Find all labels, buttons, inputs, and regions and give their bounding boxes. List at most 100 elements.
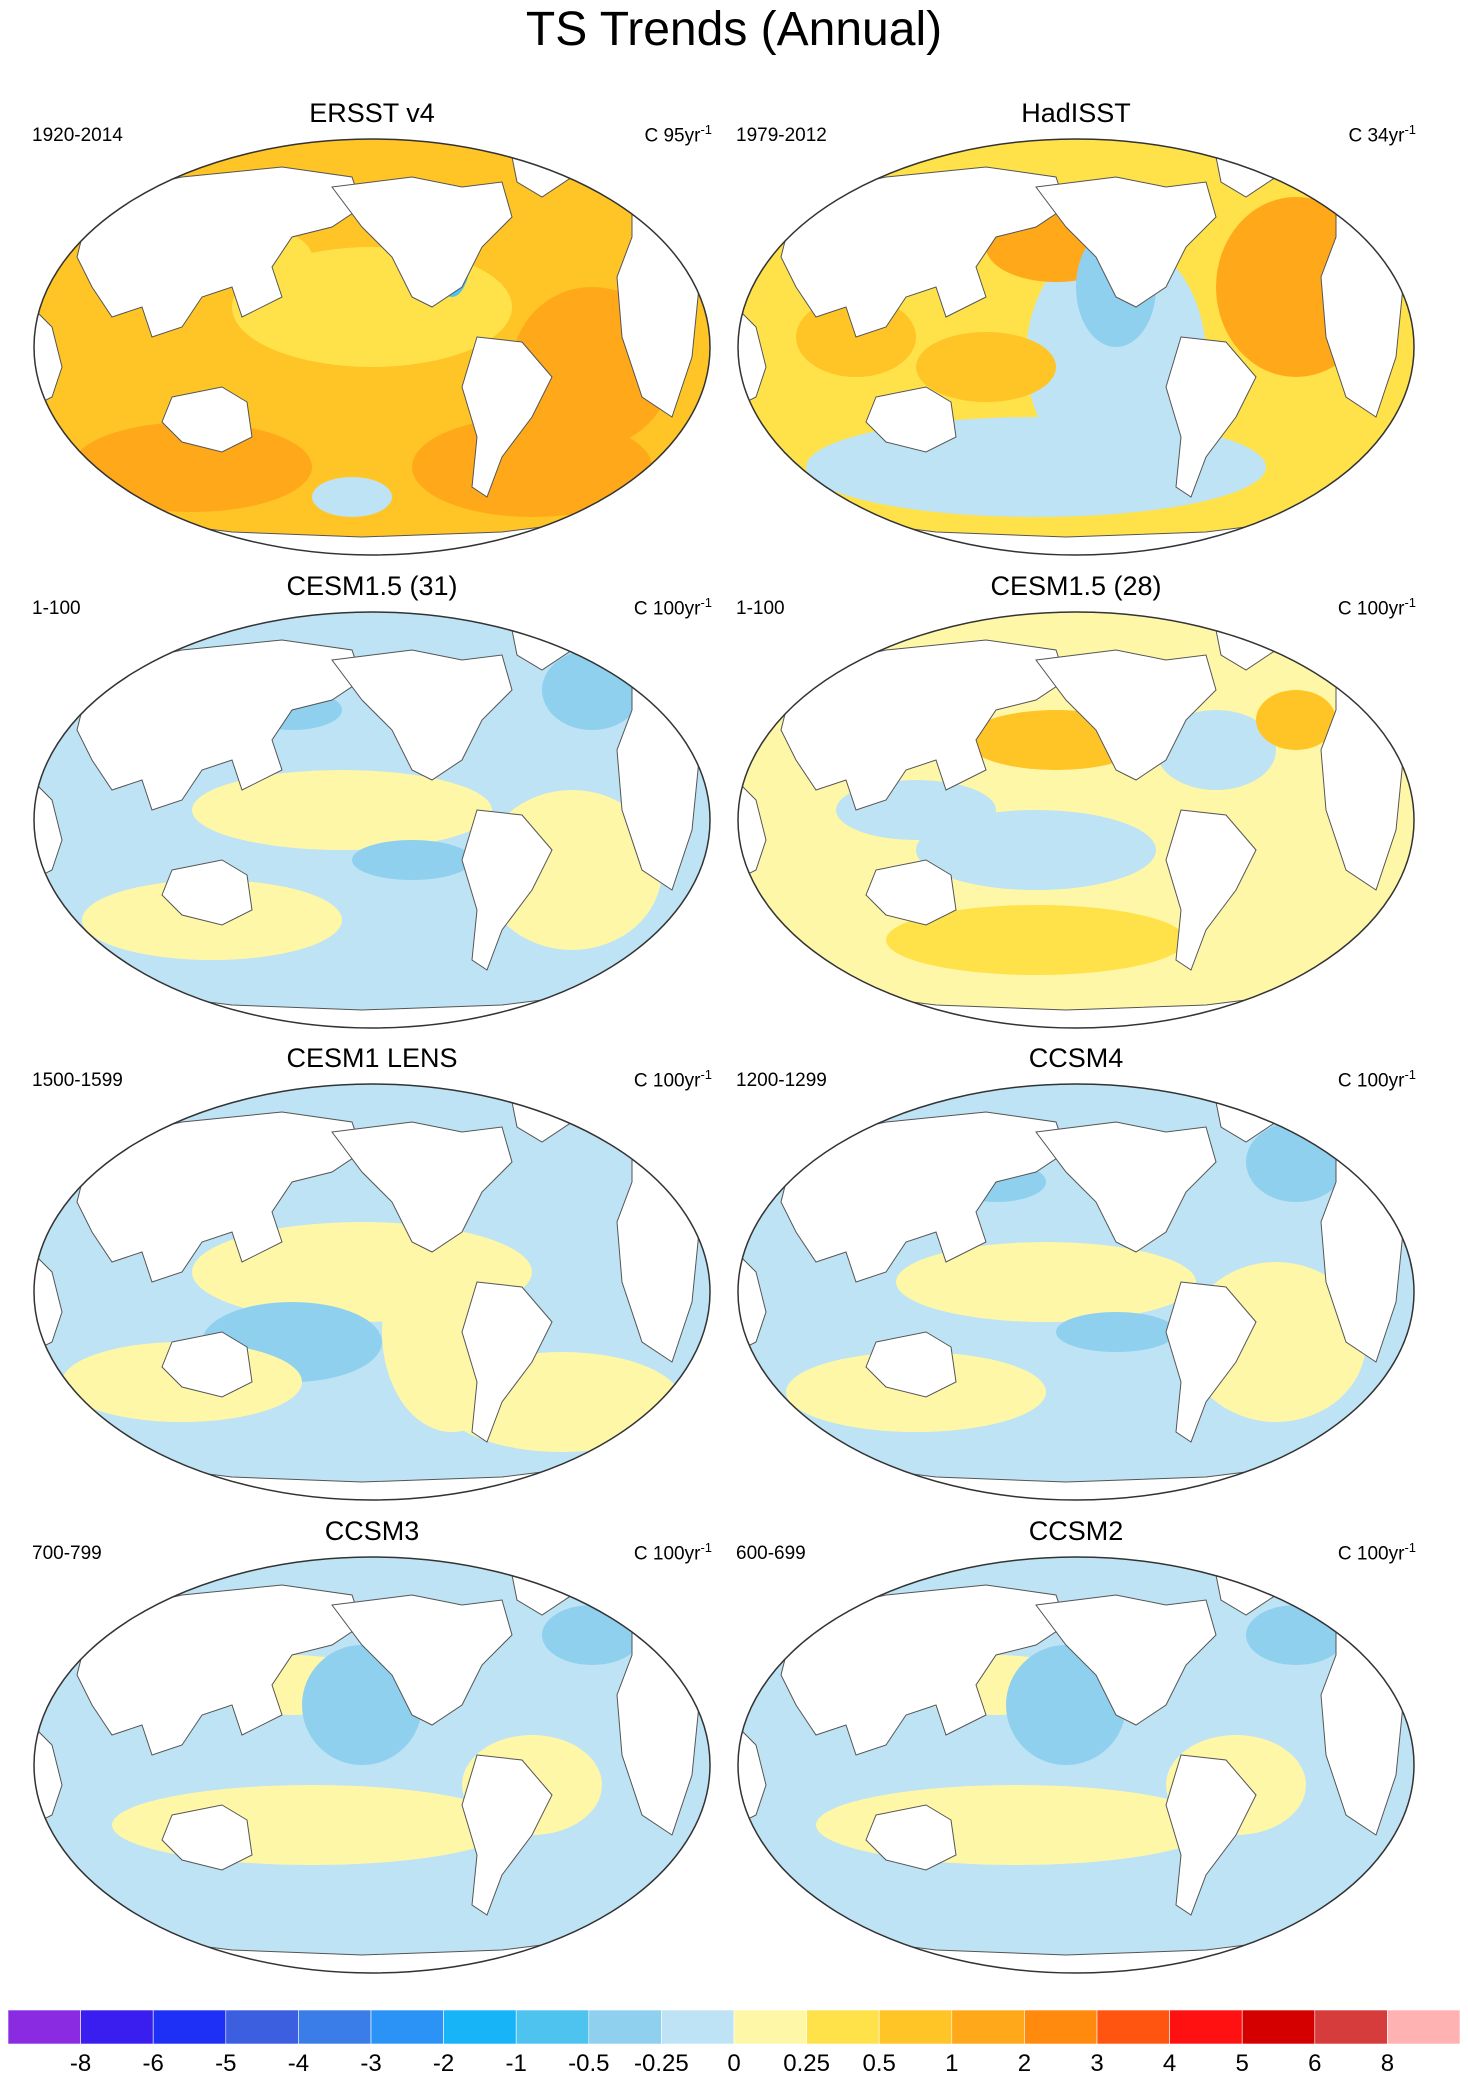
anomaly-region xyxy=(1026,237,1206,477)
panel-title: CESM1.5 (28) xyxy=(990,571,1162,601)
panel-period: 1-100 xyxy=(736,598,785,619)
anomaly-region xyxy=(1056,1312,1176,1352)
panel-units: C 100yr-1 xyxy=(634,592,712,620)
colorbar-swatch xyxy=(951,2010,1025,2045)
units-text: C 100yr xyxy=(633,1543,701,1565)
anomaly-region xyxy=(312,477,392,517)
colorbar-swatch xyxy=(1314,2010,1388,2045)
landmass-asia xyxy=(780,166,1067,338)
colorbar-swatch xyxy=(370,2010,444,2045)
colorbar-swatch xyxy=(806,2010,880,2045)
landmass-namerica xyxy=(331,649,513,781)
landmass-samerica xyxy=(461,1754,553,1916)
colorbar-swatch xyxy=(515,2010,590,2045)
landmass-asia xyxy=(780,1584,1067,1756)
colorbar-tick-label: 2 xyxy=(1017,2050,1032,2077)
map-panel: ERSST v4 1920-2014 C 95yr-1 xyxy=(22,95,722,565)
units-text: C 100yr xyxy=(1337,1543,1405,1565)
anomaly-region xyxy=(352,840,472,880)
panel-title: HadISST xyxy=(1021,98,1131,128)
landmass-samerica xyxy=(461,1281,553,1443)
colorbar-swatch xyxy=(733,2010,807,2045)
map-panel: CESM1.5 (28) 1-100 C 100yr-1 xyxy=(726,568,1426,1038)
panel-units: C 100yr-1 xyxy=(1338,1537,1416,1565)
colorbar-tick-label: 5 xyxy=(1235,2050,1249,2077)
map-outline xyxy=(33,138,711,556)
map-outline xyxy=(737,1556,1415,1974)
landmass-australia xyxy=(161,1331,253,1398)
panel-period: 1500-1599 xyxy=(32,1070,123,1091)
units-text: C 100yr xyxy=(1337,1070,1405,1092)
colorbar-swatch xyxy=(1024,2010,1098,2045)
colorbar-tick-label: 6 xyxy=(1308,2050,1322,2077)
panel-units: C 100yr-1 xyxy=(1338,592,1416,620)
colorbar-tick-label: 0.25 xyxy=(783,2050,830,2077)
colorbar xyxy=(8,2010,1460,2045)
units-text: C 34yr xyxy=(1348,125,1405,147)
panel-period: 1979-2012 xyxy=(736,125,827,146)
units-exponent: -1 xyxy=(700,1540,712,1555)
map-outline xyxy=(33,1083,711,1501)
page-title: TS Trends (Annual) xyxy=(525,3,943,56)
units-text: C 100yr xyxy=(1337,598,1405,620)
landmass-namerica xyxy=(1035,1594,1217,1726)
units-text: C 100yr xyxy=(633,1070,701,1092)
landmass-asia xyxy=(76,1111,363,1283)
units-exponent: -1 xyxy=(700,595,712,610)
landmass-namerica xyxy=(1035,1121,1217,1253)
panel-title: CCSM3 xyxy=(324,1516,420,1546)
anomaly-region xyxy=(192,770,492,850)
units-exponent: -1 xyxy=(1404,1067,1416,1082)
map-outline xyxy=(33,1556,711,1974)
landmass-namerica xyxy=(331,1121,513,1253)
anomaly-region xyxy=(1246,1605,1346,1665)
colorbar-swatch xyxy=(1241,2010,1316,2045)
colorbar-tick-label: -3 xyxy=(360,2050,382,2077)
world-map xyxy=(33,138,711,556)
landmass-asia xyxy=(76,166,363,338)
landmass-australia xyxy=(161,1804,253,1871)
map-panel: CCSM2 600-699 C 100yr-1 xyxy=(726,1513,1426,1983)
landmass-samerica xyxy=(1165,809,1257,971)
world-map xyxy=(737,138,1415,556)
landmass-australia xyxy=(865,859,957,926)
colorbar-swatch xyxy=(225,2010,299,2045)
colorbar-tick-label: -5 xyxy=(215,2050,237,2077)
panel-period: 600-699 xyxy=(736,1543,806,1564)
colorbar-swatch xyxy=(1387,2010,1460,2045)
world-map xyxy=(33,611,711,1029)
map-outline xyxy=(737,138,1415,556)
landmass-asia xyxy=(780,639,1067,811)
landmass-australia xyxy=(865,386,957,453)
anomaly-region xyxy=(72,422,312,512)
colorbar-swatch xyxy=(152,2010,227,2045)
landmass-australia xyxy=(865,1331,957,1398)
colorbar-tick-label: -0.25 xyxy=(634,2050,689,2077)
landmass-samerica xyxy=(461,336,553,498)
panel-period: 700-799 xyxy=(32,1543,102,1564)
colorbar-tick-label: 1 xyxy=(945,2050,959,2077)
panel-units: C 100yr-1 xyxy=(634,1537,712,1565)
units-exponent: -1 xyxy=(700,122,712,137)
anomaly-region xyxy=(542,1605,642,1665)
units-text: C 100yr xyxy=(633,598,701,620)
colorbar-tick-label: -1 xyxy=(505,2050,527,2077)
panel-title: CESM1 LENS xyxy=(286,1043,458,1073)
units-exponent: -1 xyxy=(700,1067,712,1082)
colorbar-tick-label: 4 xyxy=(1162,2050,1177,2077)
panel-title: ERSST v4 xyxy=(309,98,435,128)
map-panel: HadISST 1979-2012 C 34yr-1 xyxy=(726,95,1426,565)
world-map xyxy=(33,1556,711,1974)
colorbar-swatch xyxy=(661,2010,735,2045)
landmass-australia xyxy=(865,1804,957,1871)
anomaly-region xyxy=(1156,710,1276,790)
panel-title: CESM1.5 (31) xyxy=(286,571,458,601)
world-map xyxy=(737,1083,1415,1501)
units-text: C 95yr xyxy=(644,125,701,147)
panel-period: 1-100 xyxy=(32,598,81,619)
landmass-samerica xyxy=(1165,336,1257,498)
anomaly-region xyxy=(886,905,1186,975)
panel-title: CCSM2 xyxy=(1028,1516,1124,1546)
panel-units: C 100yr-1 xyxy=(634,1064,712,1092)
colorbar-swatch xyxy=(1169,2010,1243,2045)
